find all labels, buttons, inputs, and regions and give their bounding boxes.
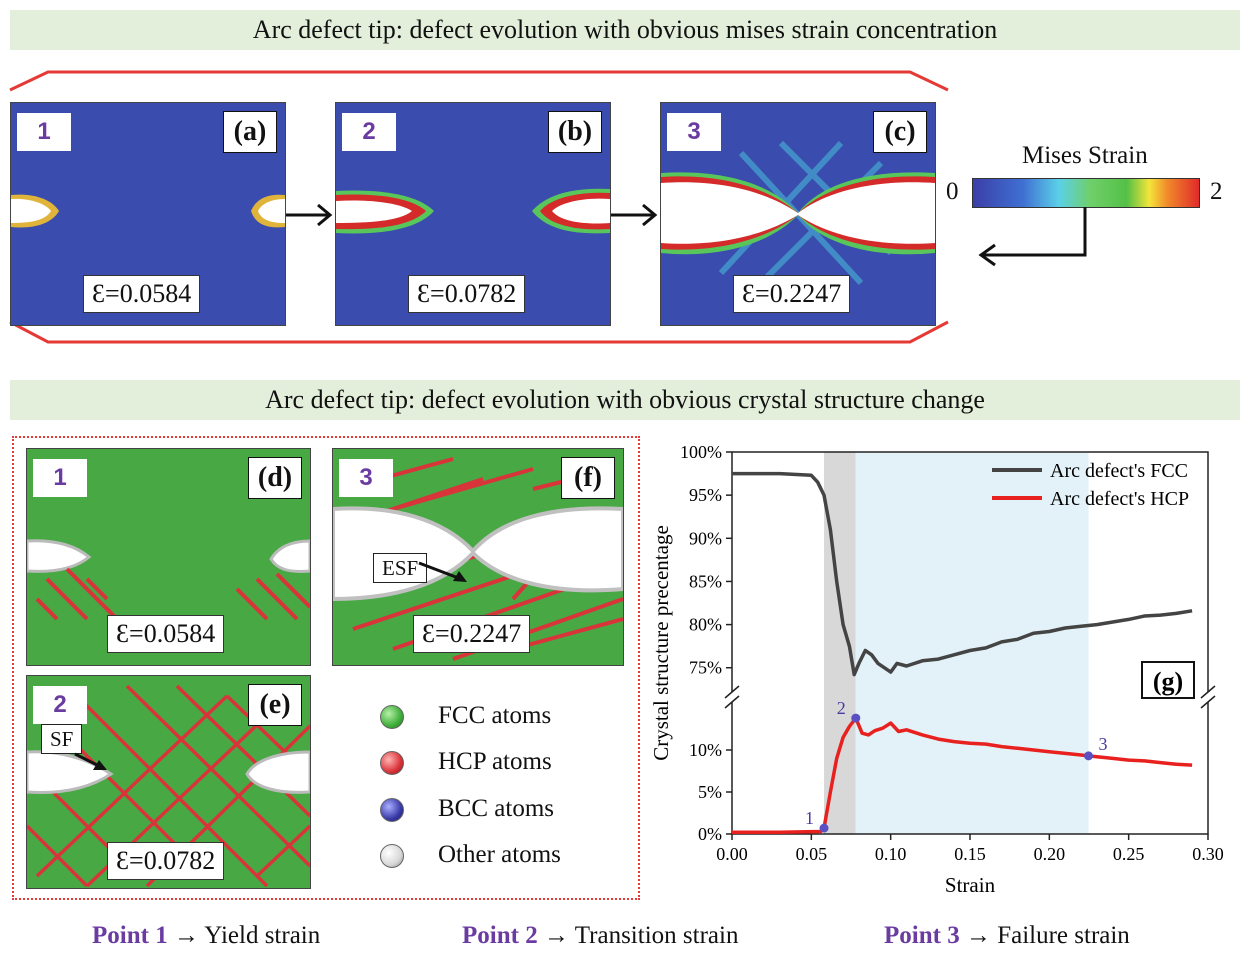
panel-letter: (c) xyxy=(873,111,927,153)
footer-point-label: Point 1 xyxy=(92,922,168,949)
axis-break-mark xyxy=(724,695,740,709)
arrow-a-to-b-icon xyxy=(286,203,333,227)
panel-number: 2 xyxy=(342,113,396,151)
panel-bracket-frame xyxy=(9,70,949,344)
mises-panel-a: 1 (a) Ɛ=0.0584 xyxy=(10,102,286,326)
legend-hcp: HCP atoms xyxy=(380,742,552,782)
y-tick-label: 90% xyxy=(689,528,722,548)
colorbar-title: Mises Strain xyxy=(1022,142,1148,169)
x-tick-label: 0.20 xyxy=(1034,844,1066,864)
mises-colorbar xyxy=(972,178,1200,208)
x-tick-label: 0.05 xyxy=(796,844,828,864)
y-tick-label: 5% xyxy=(698,782,722,802)
marker-label-1: 1 xyxy=(805,808,814,828)
panel-letter: (e) xyxy=(248,684,302,726)
y-tick-label: 100% xyxy=(680,442,722,462)
crystal-structure-chart: 0.00 0.05 0.10 0.15 0.20 0.25 0.30 75% 80% 85% 90%… xyxy=(649,442,1224,897)
x-tick-label: 0.30 xyxy=(1192,844,1224,864)
x-tick-label: 0.25 xyxy=(1113,844,1145,864)
axis-break-mark xyxy=(724,685,740,699)
strain-label: Ɛ=0.0782 xyxy=(107,842,225,880)
axis-break-gap xyxy=(1202,692,1214,702)
marker-point-2 xyxy=(851,713,861,723)
strain-label: Ɛ=0.0782 xyxy=(408,275,526,313)
axis-break-mark xyxy=(1200,685,1216,699)
panel-label-box xyxy=(1141,661,1195,699)
footer-point-1: Point 1 → Yield strain xyxy=(92,922,321,949)
crystal-frame xyxy=(12,436,640,900)
colorbar-min: 0 xyxy=(946,178,959,205)
shaded-region-1 xyxy=(824,452,856,834)
footer-point-2: Point 2 → Transition strain xyxy=(462,922,739,949)
panel-letter: (f) xyxy=(561,457,615,499)
y-tick-label: 95% xyxy=(689,485,722,505)
other-dot-icon xyxy=(380,844,404,869)
esf-annotation: ESF xyxy=(373,553,428,583)
series-line-1 xyxy=(732,471,1193,677)
panel-letter: (d) xyxy=(248,457,302,499)
series-line-2 xyxy=(732,716,1193,835)
crystal-panel-d: 1 (d) Ɛ=0.0584 xyxy=(26,448,311,666)
crystal-panel-f: 3 (f) ESF Ɛ=0.2247 xyxy=(332,448,624,666)
legend-other: Other atoms xyxy=(380,835,561,875)
x-tick-label: 0.15 xyxy=(954,844,986,864)
arrow-b-to-c-icon xyxy=(611,203,658,227)
legend-label-1: Arc defect's FCC xyxy=(1050,460,1188,482)
x-tick-label: 0.10 xyxy=(875,844,907,864)
footer-point-label: Point 2 xyxy=(462,922,538,949)
strain-label: Ɛ=0.2247 xyxy=(413,615,531,653)
panel-letter: (a) xyxy=(223,111,277,153)
legend-label: HCP atoms xyxy=(438,748,552,775)
y-tick-label: 80% xyxy=(689,615,722,635)
marker-label-3: 3 xyxy=(1099,734,1108,754)
marker-point-1 xyxy=(819,823,829,833)
footer-point-desc: Failure strain xyxy=(997,922,1130,949)
panel-number: 1 xyxy=(33,459,87,497)
sf-arrow-icon xyxy=(74,752,107,770)
sf-annotation: SF xyxy=(41,724,83,754)
y-tick-label: 85% xyxy=(689,571,722,591)
panel-number: 2 xyxy=(33,686,87,724)
esf-arrow-icon xyxy=(418,561,467,582)
x-tick-label: 0.00 xyxy=(716,844,748,864)
panel-number: 3 xyxy=(667,113,721,151)
y-tick-label: 0% xyxy=(698,824,722,844)
footer-point-desc: Yield strain xyxy=(204,922,321,949)
axis-break-gap xyxy=(726,692,738,702)
footer-point-label: Point 3 xyxy=(884,922,960,949)
fcc-dot-icon xyxy=(380,705,404,730)
mid-banner: Arc defect tip: defect evolution with ob… xyxy=(10,380,1240,420)
bcc-dot-icon xyxy=(380,798,404,823)
panel-number: 1 xyxy=(17,113,71,151)
crystal-panel-e: 2 (e) SF Ɛ=0.0782 xyxy=(26,675,311,889)
panel-label-g: (g) xyxy=(1153,667,1183,696)
x-axis-label: Strain xyxy=(945,873,996,897)
panel-letter: (b) xyxy=(548,111,602,153)
colorbar-return-arrow-icon xyxy=(978,207,1087,267)
colorbar-max: 2 xyxy=(1210,178,1223,205)
strain-label: Ɛ=0.2247 xyxy=(733,275,851,313)
marker-point-3 xyxy=(1084,751,1094,761)
legend-bcc: BCC atoms xyxy=(380,789,554,829)
legend-label: Other atoms xyxy=(438,841,561,868)
hcp-dot-icon xyxy=(380,751,404,776)
footer-point-3: Point 3 → Failure strain xyxy=(884,922,1130,949)
mises-panel-b: 2 (b) Ɛ=0.0782 xyxy=(335,102,611,326)
mises-panel-c: 3 (c) Ɛ=0.2247 xyxy=(660,102,936,326)
y-tick-label: 10% xyxy=(689,740,722,760)
legend-fcc: FCC atoms xyxy=(380,696,551,736)
legend-label: FCC atoms xyxy=(438,702,552,729)
strain-label: Ɛ=0.0584 xyxy=(107,615,225,653)
y-axis-label: Crystal structure precentage xyxy=(649,525,673,761)
legend-label: BCC atoms xyxy=(438,795,554,822)
shaded-region-2 xyxy=(855,452,1089,834)
footer-point-desc: Transition strain xyxy=(574,922,739,949)
strain-label: Ɛ=0.0584 xyxy=(83,275,201,313)
axis-break-mark xyxy=(1200,695,1216,709)
marker-label-2: 2 xyxy=(837,698,846,718)
legend-label-2: Arc defect's HCP xyxy=(1050,488,1189,510)
y-tick-label: 75% xyxy=(689,658,722,678)
panel-number: 3 xyxy=(339,459,393,497)
top-banner: Arc defect tip: defect evolution with ob… xyxy=(10,10,1240,50)
